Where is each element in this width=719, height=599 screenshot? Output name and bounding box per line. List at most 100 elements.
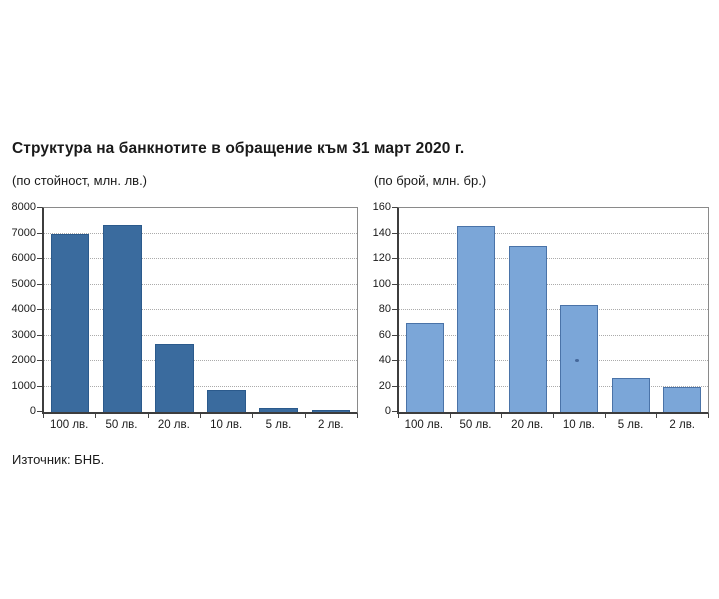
bars-layer <box>44 208 357 412</box>
x-tick-mark <box>95 414 97 418</box>
y-tick-label: 8000 <box>11 201 36 213</box>
gridline <box>399 309 708 310</box>
gridline <box>44 334 357 336</box>
bar <box>207 390 246 412</box>
bar-slot <box>201 208 253 412</box>
y-tick-label: 6000 <box>11 252 36 264</box>
x-tick-mark <box>553 414 554 418</box>
x-axis: 100 лв. 50 лв. 20 лв. 10 лв. 5 лв. 2 лв. <box>398 414 709 436</box>
bar <box>155 344 194 412</box>
x-tick-label: 10 лв. <box>562 419 595 431</box>
x-tick-label: 20 лв. <box>157 419 190 431</box>
x-tick-label: 100 лв. <box>404 419 444 431</box>
bar <box>311 410 351 412</box>
bar <box>259 408 299 412</box>
y-tick-mark <box>392 309 397 310</box>
bar <box>508 246 547 412</box>
bar-slot <box>96 208 148 412</box>
y-tick-mark <box>37 411 42 412</box>
x-tick-mark <box>604 414 606 418</box>
bar <box>50 233 90 412</box>
x-tick-mark <box>147 414 149 418</box>
x-tick-mark <box>43 414 44 418</box>
x-tick-label: 10 лв. <box>210 419 243 431</box>
x-tick-mark <box>501 414 503 418</box>
y-tick-label: 80 <box>378 303 391 315</box>
y-axis: 0 20 40 60 80 100 120 140 160 <box>367 201 397 417</box>
y-tick-mark <box>37 334 42 336</box>
x-tick-mark <box>656 414 658 418</box>
gridline <box>44 360 357 361</box>
gridline <box>399 283 708 285</box>
value-chart-column: (по стойност, млн. лв.) 0 1000 2000 3000 400… <box>12 172 358 443</box>
gridline <box>44 283 357 285</box>
y-tick-mark <box>392 207 397 208</box>
bar-slot <box>399 208 451 412</box>
x-label-row: 100 лв. 50 лв. 20 лв. 10 лв. 5 лв. 2 лв. <box>398 414 708 431</box>
y-tick-mark <box>392 232 397 234</box>
y-tick-mark <box>37 309 42 310</box>
bar-slot <box>253 208 305 412</box>
bar <box>457 225 496 412</box>
bar <box>560 304 599 412</box>
y-tick-mark <box>37 232 42 234</box>
x-axis: 100 лв. 50 лв. 20 лв. 10 лв. 5 лв. 2 лв. <box>43 414 358 436</box>
y-tick-mark <box>392 360 397 361</box>
x-tick-mark <box>398 414 399 418</box>
y-tick-label: 3000 <box>11 328 36 341</box>
source-note: Източник: БНБ. <box>12 452 105 467</box>
x-tick-label: 50 лв. <box>459 419 492 431</box>
gridline <box>44 309 357 310</box>
gridline <box>399 232 708 234</box>
y-tick-mark <box>392 283 397 285</box>
y-tick-label: 60 <box>378 328 391 341</box>
x-tick-label: 5 лв. <box>265 419 292 431</box>
y-tick-mark <box>37 283 42 285</box>
gridline <box>399 385 708 387</box>
y-tick-label: 0 <box>384 405 391 417</box>
y-tick-label: 4000 <box>11 303 36 315</box>
y-tick-mark <box>37 360 42 361</box>
bar-slot <box>451 208 503 412</box>
bar-slot <box>657 208 709 412</box>
y-tick-label: 7000 <box>11 226 36 239</box>
gridline <box>399 334 708 336</box>
count-chart-column: (по брой, млн. бр.) 0 20 40 60 80 100 120 140 16… <box>367 172 709 443</box>
x-tick-mark <box>304 414 306 418</box>
y-tick-label: 1000 <box>11 379 36 392</box>
y-tick-label: 0 <box>29 405 36 417</box>
count-bar-chart: 0 20 40 60 80 100 120 140 160 100 лв. 50 лв. 20 лв… <box>367 201 709 443</box>
y-tick-mark <box>392 258 397 259</box>
x-tick-mark <box>357 414 358 418</box>
y-tick-mark <box>37 207 42 208</box>
x-tick-mark <box>708 414 709 418</box>
bar <box>102 224 142 412</box>
bar-slot <box>502 208 554 412</box>
y-tick-label: 140 <box>372 226 391 239</box>
x-tick-mark <box>200 414 201 418</box>
x-tick-label: 20 лв. <box>511 419 544 431</box>
bar <box>405 322 444 412</box>
charts-row: (по стойност, млн. лв.) 0 1000 2000 3000 400… <box>12 172 709 443</box>
y-tick-label: 120 <box>372 252 391 264</box>
bar-slot <box>148 208 200 412</box>
gridline <box>44 232 357 234</box>
figure-title: Структура на банкнотите в обращение към … <box>12 140 465 157</box>
count-chart-subtitle: (по брой, млн. бр.) <box>374 173 487 188</box>
x-tick-label: 100 лв. <box>49 419 89 431</box>
bar <box>611 377 650 412</box>
bar-slot <box>605 208 657 412</box>
y-axis: 0 1000 2000 3000 4000 5000 6000 7000 8000 <box>11 201 42 417</box>
x-tick-mark <box>449 414 451 418</box>
y-tick-label: 40 <box>378 354 391 366</box>
x-label-row: 100 лв. 50 лв. 20 лв. 10 лв. 5 лв. 2 лв. <box>43 414 357 431</box>
gridline <box>399 258 708 259</box>
bar-slot <box>44 208 96 412</box>
x-tick-label: 5 лв. <box>617 419 644 431</box>
y-tick-label: 20 <box>378 379 391 392</box>
y-tick-mark <box>37 385 42 387</box>
x-tick-label: 2 лв. <box>669 419 695 431</box>
x-tick-mark <box>252 414 254 418</box>
y-tick-label: 160 <box>372 201 391 213</box>
